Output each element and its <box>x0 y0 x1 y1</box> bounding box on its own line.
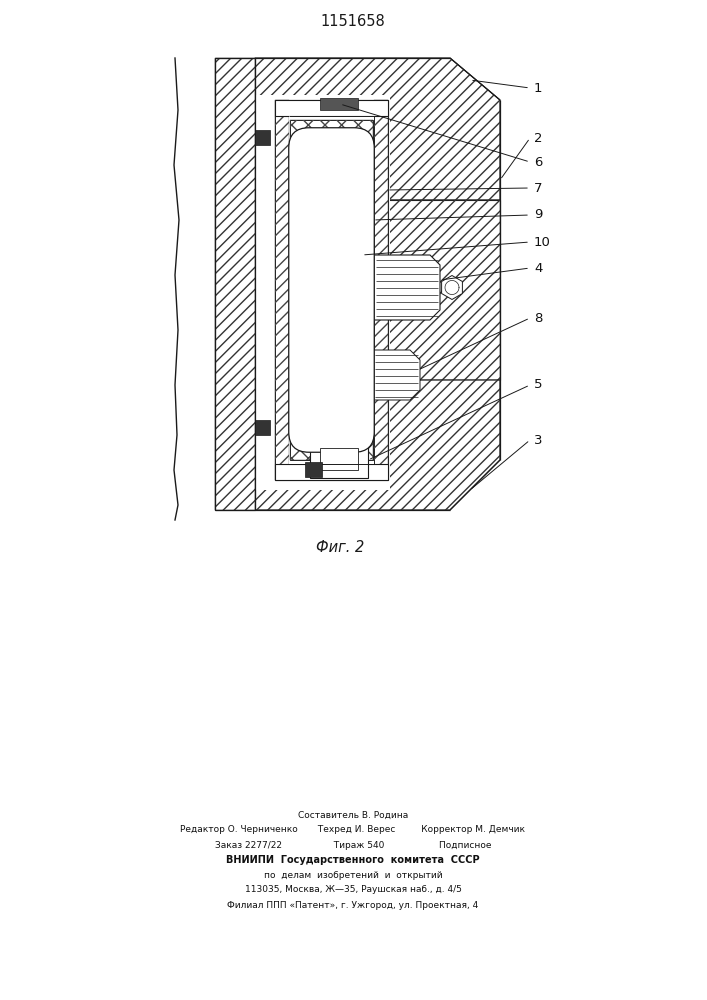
Text: 7: 7 <box>534 182 542 194</box>
FancyBboxPatch shape <box>288 128 374 452</box>
Polygon shape <box>320 448 358 470</box>
Text: Филиал ППП «Патент», г. Ужгород, ул. Проектная, 4: Филиал ППП «Патент», г. Ужгород, ул. Про… <box>228 900 479 910</box>
Text: 5: 5 <box>534 378 542 391</box>
Text: 4: 4 <box>534 261 542 274</box>
Polygon shape <box>255 95 390 490</box>
Polygon shape <box>255 380 500 510</box>
Polygon shape <box>374 255 440 320</box>
Polygon shape <box>374 100 388 480</box>
Text: 8: 8 <box>534 312 542 324</box>
Text: ВНИИПИ  Государственного  комитета  СССР: ВНИИПИ Государственного комитета СССР <box>226 855 480 865</box>
Polygon shape <box>275 100 388 116</box>
Polygon shape <box>255 130 270 145</box>
Text: Редактор О. Черниченко       Техред И. Верес         Корректор М. Демчик: Редактор О. Черниченко Техред И. Верес К… <box>180 826 525 834</box>
Polygon shape <box>305 462 322 477</box>
Polygon shape <box>275 464 388 480</box>
Polygon shape <box>255 200 500 380</box>
Text: 1: 1 <box>534 82 542 95</box>
Polygon shape <box>215 58 255 510</box>
Text: 2: 2 <box>534 131 542 144</box>
Text: 9: 9 <box>534 209 542 222</box>
Polygon shape <box>255 58 500 200</box>
Text: Фиг. 2: Фиг. 2 <box>316 540 364 556</box>
Polygon shape <box>130 55 179 525</box>
Text: Заказ 2277/22                  Тираж 540                   Подписное: Заказ 2277/22 Тираж 540 Подписное <box>215 840 491 850</box>
Text: по  делам  изобретений  и  открытий: по делам изобретений и открытий <box>264 870 443 880</box>
Polygon shape <box>275 100 388 480</box>
Polygon shape <box>320 98 358 110</box>
Text: 6: 6 <box>534 155 542 168</box>
Polygon shape <box>306 140 357 440</box>
Polygon shape <box>310 440 368 478</box>
Polygon shape <box>289 116 374 464</box>
Polygon shape <box>442 275 462 300</box>
Text: 10: 10 <box>534 235 551 248</box>
Polygon shape <box>290 120 373 460</box>
Text: 1151658: 1151658 <box>321 14 385 29</box>
Polygon shape <box>255 420 270 435</box>
Polygon shape <box>275 100 289 480</box>
Text: Составитель В. Родина: Составитель В. Родина <box>298 810 408 820</box>
Text: 113035, Москва, Ж—35, Раушская наб., д. 4/5: 113035, Москва, Ж—35, Раушская наб., д. … <box>245 886 462 894</box>
Polygon shape <box>374 350 420 400</box>
Text: 3: 3 <box>534 434 542 446</box>
